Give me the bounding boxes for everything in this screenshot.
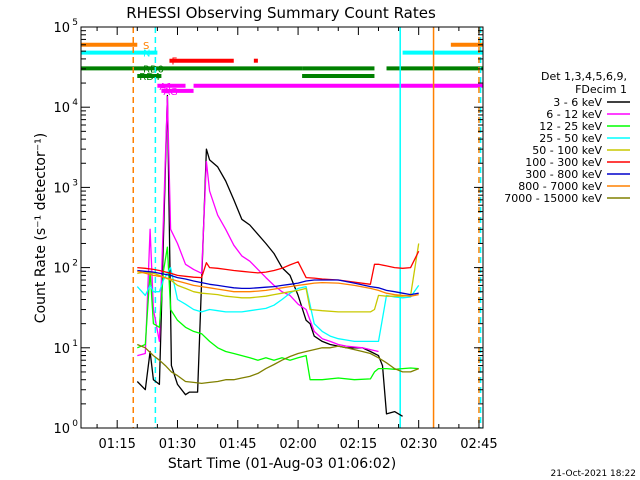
x-tick-label-0: 01:15 bbox=[98, 437, 135, 452]
x-tick-label-6: 02:45 bbox=[460, 437, 497, 452]
legend-label-0: 3 - 6 keV bbox=[553, 96, 602, 109]
state-bar-label-2: F bbox=[171, 57, 177, 68]
legend-label-3: 25 - 50 keV bbox=[539, 132, 602, 145]
x-tick-label-5: 02:30 bbox=[400, 437, 437, 452]
chart-title: RHESSI Observing Summary Count Rates bbox=[126, 4, 436, 22]
y-tick-label-3: 10 bbox=[53, 181, 70, 196]
x-axis: 01:15 01:30 01:45 02:00 02:15 02:30 02:45 bbox=[96, 27, 498, 452]
legend-header-1: FDecim 1 bbox=[575, 83, 627, 96]
series-lines bbox=[136, 94, 420, 417]
vertical-markers bbox=[132, 27, 482, 428]
legend-label-7: 800 - 7000 keV bbox=[518, 180, 602, 193]
state-bar-label-6: AG bbox=[163, 87, 177, 98]
y-axis-label: Count Rate (s⁻¹ detector⁻¹) bbox=[33, 133, 49, 323]
y-tick-exponent-4: 4 bbox=[72, 98, 78, 108]
plot-frame bbox=[80, 26, 484, 429]
state-bar-label-0: S bbox=[143, 41, 149, 52]
state-bar-label-4: RD4 bbox=[139, 72, 160, 83]
footer-date: 21-Oct-2021 18:22 bbox=[551, 469, 636, 479]
series-line-2 bbox=[137, 246, 419, 381]
legend-label-8: 7000 - 15000 keV bbox=[504, 192, 602, 205]
legend-label-2: 12 - 25 keV bbox=[539, 120, 602, 133]
y-tick-label-5: 10 bbox=[53, 21, 70, 36]
x-axis-label: Start Time (01-Aug-03 01:06:02) bbox=[168, 456, 396, 472]
state-bar-label-1: N bbox=[143, 49, 150, 60]
x-tick-label-1: 01:30 bbox=[159, 437, 196, 452]
state-bar-label-3: RD0 bbox=[143, 64, 164, 75]
series-line-3 bbox=[136, 266, 420, 343]
series-line-1 bbox=[137, 96, 379, 357]
series-line-8 bbox=[137, 343, 419, 385]
legend-label-1: 6 - 12 keV bbox=[546, 108, 602, 121]
y-tick-label-0: 10 bbox=[53, 422, 70, 437]
series-line-0 bbox=[136, 94, 403, 417]
series-line-7 bbox=[137, 270, 419, 297]
x-tick-label-2: 01:45 bbox=[219, 437, 256, 452]
series-line-4 bbox=[137, 243, 420, 313]
state-bar-label-5: A1 bbox=[159, 82, 172, 93]
legend-label-6: 300 - 800 keV bbox=[525, 168, 602, 181]
y-tick-exponent-5: 5 bbox=[72, 18, 78, 28]
x-tick-label-4: 02:15 bbox=[340, 437, 377, 452]
legend-header-0: Det 1,3,4,5,6,9, bbox=[541, 70, 627, 83]
legend-label-5: 100 - 300 keV bbox=[525, 156, 602, 169]
series-line-6 bbox=[137, 269, 419, 296]
series-line-5 bbox=[137, 250, 420, 285]
y-tick-exponent-1: 1 bbox=[72, 339, 78, 349]
y-tick-label-1: 10 bbox=[53, 342, 70, 357]
x-tick-label-3: 02:00 bbox=[279, 437, 316, 452]
y-tick-label-2: 10 bbox=[53, 262, 70, 277]
y-tick-exponent-0: 0 bbox=[72, 419, 78, 429]
legend-label-4: 50 - 100 keV bbox=[532, 144, 602, 157]
y-tick-exponent-3: 3 bbox=[72, 178, 78, 188]
y-tick-label-4: 10 bbox=[53, 101, 70, 116]
y-tick-exponent-2: 2 bbox=[72, 259, 78, 269]
